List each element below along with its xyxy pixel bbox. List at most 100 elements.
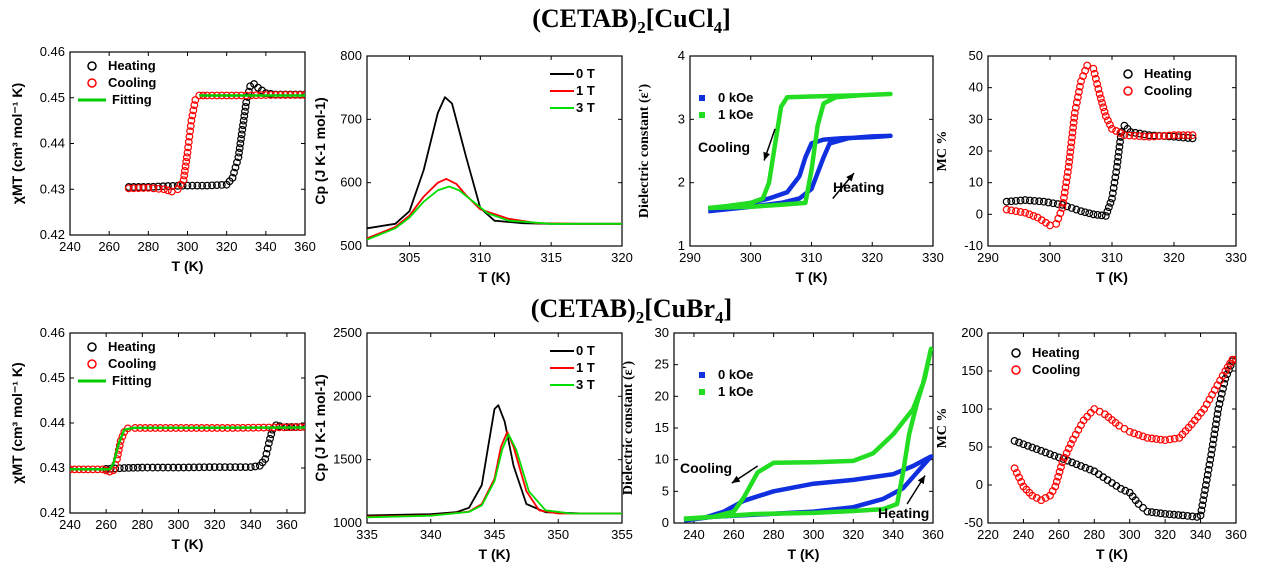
title-bromide: (CETAB)2[CuBr4] — [0, 294, 1263, 328]
x-tick-label: 320 — [861, 250, 883, 265]
data-point — [1073, 93, 1082, 102]
series-line — [70, 426, 305, 471]
x-tick-label: 220 — [977, 527, 999, 542]
data-point — [1015, 473, 1023, 482]
y-tick-label: 4 — [678, 48, 685, 63]
series-line — [707, 133, 893, 214]
data-point — [1139, 432, 1147, 441]
y-tick-label: 200 — [961, 325, 983, 340]
data-point — [133, 463, 142, 472]
y-axis-label: MC % — [935, 131, 950, 172]
data-point — [1147, 508, 1156, 517]
data-point — [1201, 486, 1209, 494]
data-point — [164, 186, 172, 195]
title-chloride-end: ] — [722, 4, 731, 33]
data-point — [1120, 131, 1129, 140]
series-line — [367, 185, 622, 241]
y-tick-label: 0 — [662, 515, 669, 530]
x-tick-label: 300 — [177, 239, 199, 254]
data-point — [1030, 196, 1039, 205]
x-tick-label: 300 — [168, 517, 190, 532]
data-point — [1161, 436, 1170, 445]
legend: 0 kOe 1 kOe — [699, 90, 753, 122]
title-bromide-end: ] — [723, 294, 733, 323]
data-point — [1212, 420, 1220, 429]
legend: 0 T 1 T 3 T — [550, 66, 595, 115]
data-point — [1068, 128, 1077, 137]
data-point — [1075, 87, 1083, 96]
x-axis-label: T (K) — [172, 258, 204, 274]
data-point — [1155, 132, 1164, 141]
x-tick-label: 315 — [540, 250, 562, 265]
y-tick-label: 2000 — [333, 388, 362, 403]
data-point — [1115, 143, 1124, 151]
chart-panel-cl-chi: 240 260 280 300 320 340 360 0.42 0.43 0.44 0.45 0.4… — [9, 44, 316, 274]
data-point — [183, 148, 192, 157]
legend-label: Fitting — [112, 373, 152, 388]
data-point — [1025, 210, 1034, 219]
x-tick-label: 300 — [1119, 527, 1141, 542]
data-point — [189, 106, 198, 115]
data-point — [1184, 131, 1192, 140]
data-point — [184, 143, 193, 152]
series-line — [367, 430, 622, 518]
data-point — [1068, 133, 1076, 142]
data-point — [1012, 196, 1020, 205]
data-point — [182, 153, 191, 162]
x-tick-label: 260 — [95, 517, 117, 532]
data-point — [1103, 116, 1112, 125]
y-tick-label: 50 — [969, 439, 983, 454]
data-point — [1062, 178, 1071, 187]
data-point — [1058, 204, 1067, 212]
chart-panel-cl-eps: 290 300 310 320 330 1 2 3 4 T (K) Dielectric const… — [637, 48, 944, 285]
data-point — [1210, 430, 1219, 439]
plot-frame — [987, 332, 1237, 524]
y-tick-label: 3 — [678, 111, 685, 126]
y-tick-label: -10 — [964, 238, 983, 253]
x-tick-label: 240 — [59, 517, 81, 532]
chart-panel-cl-mc: 290 300 310 320 330 -10 0 10 20 30 40 50 T (K) MC % He… — [935, 48, 1247, 285]
data-point — [1064, 162, 1073, 171]
legend-label: 0 kOe — [718, 90, 753, 105]
data-point — [190, 463, 198, 472]
data-point — [1113, 157, 1122, 166]
y-tick-label: 2 — [678, 175, 685, 190]
data-point — [129, 463, 138, 472]
data-point — [1156, 509, 1165, 518]
data-point — [1056, 209, 1065, 218]
data-point — [238, 125, 247, 134]
data-point — [1104, 203, 1113, 212]
y-tick-label: 1000 — [333, 515, 362, 530]
data-point — [215, 463, 224, 472]
data-point — [1116, 133, 1125, 141]
plot-area — [1002, 61, 1197, 230]
data-point — [241, 107, 249, 116]
data-point — [1156, 435, 1165, 444]
data-point — [1094, 85, 1103, 93]
data-point — [1209, 435, 1218, 444]
data-point — [1204, 465, 1213, 474]
data-point — [264, 439, 273, 448]
legend: 0 kOe 1 kOe — [699, 367, 753, 399]
data-point — [1077, 462, 1085, 470]
data-point — [1067, 204, 1076, 212]
x-tick-label: 320 — [1154, 527, 1176, 542]
data-point — [1052, 219, 1061, 228]
data-point — [1196, 511, 1205, 520]
legend-marker — [1123, 69, 1133, 79]
data-point — [148, 463, 157, 472]
x-axis-label: T (K) — [788, 546, 820, 562]
y-tick-label: 15 — [655, 420, 669, 435]
y-tick-label: 1500 — [333, 452, 362, 467]
series-line — [683, 346, 933, 522]
annotation-heating: Heating — [833, 179, 884, 195]
x-tick-label: 360 — [1225, 527, 1247, 542]
x-tick-label: 260 — [1048, 527, 1070, 542]
x-tick-label: 330 — [1225, 250, 1247, 265]
x-tick-label: 260 — [723, 527, 745, 542]
legend: 0 T 1 T 3 T — [550, 343, 595, 392]
data-point — [1041, 448, 1050, 457]
data-point — [1199, 496, 1208, 505]
annotation-heating: Heating — [878, 505, 929, 521]
y-tick-label: 0.45 — [40, 370, 65, 385]
